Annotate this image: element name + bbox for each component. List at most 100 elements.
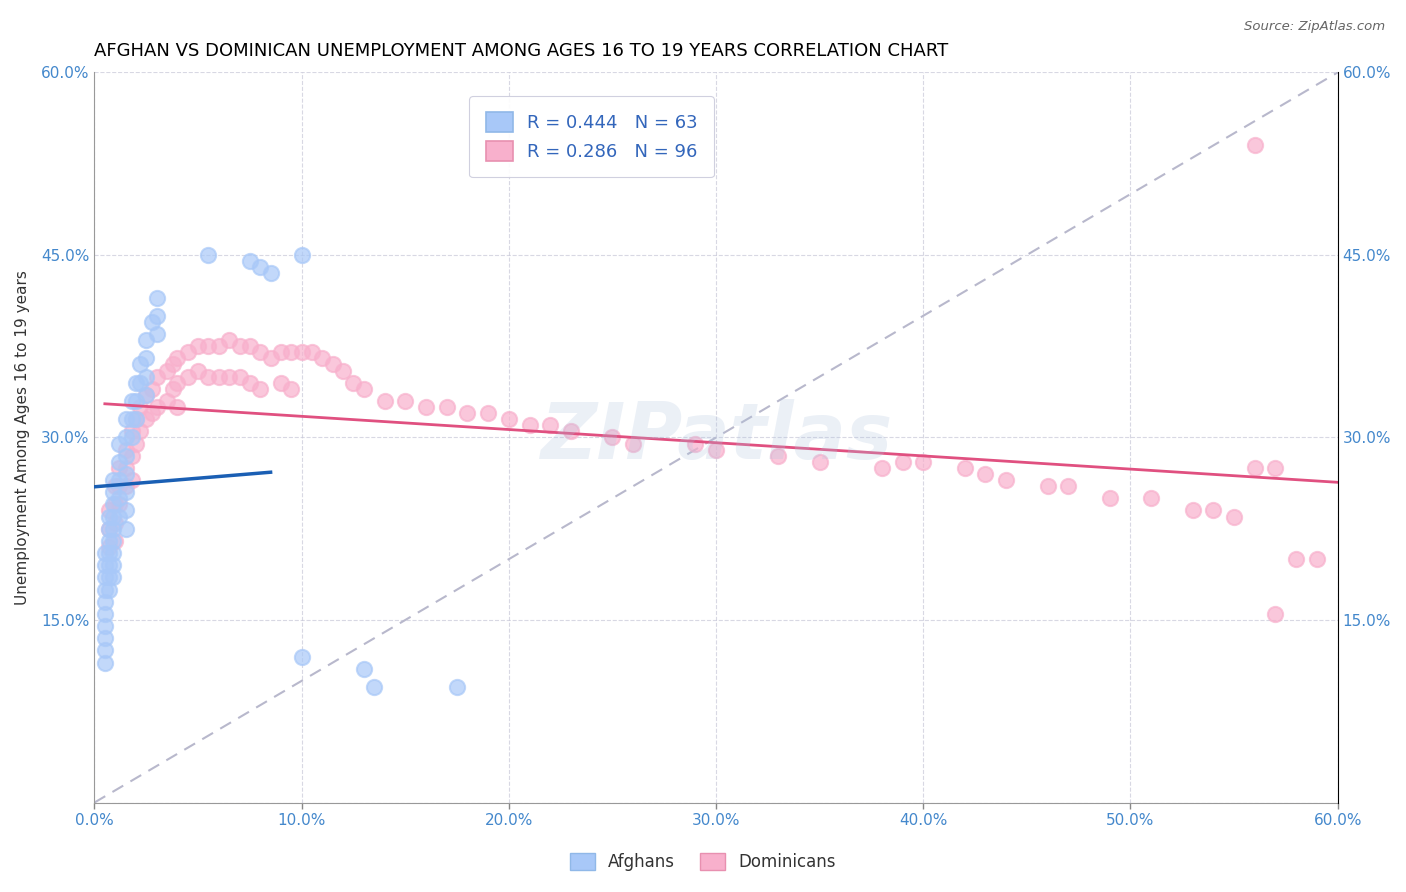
Point (145, 291, 167, 305)
Point (101, 509, 124, 524)
Point (280, 345, 302, 359)
Point (101, 558, 124, 573)
Point (94, 619, 117, 633)
Point (141, 382, 163, 396)
Point (239, 376, 262, 390)
Point (101, 485, 124, 500)
Point (228, 339, 250, 353)
Point (311, 351, 333, 366)
Point (114, 522, 136, 536)
Point (104, 516, 127, 530)
Point (374, 394, 396, 409)
Point (621, 436, 644, 450)
Point (94, 582, 117, 597)
Point (135, 369, 157, 384)
Point (104, 479, 127, 493)
Point (114, 449, 136, 463)
Point (197, 248, 219, 262)
Point (156, 394, 179, 409)
Point (101, 522, 124, 536)
Point (108, 491, 131, 506)
Point (108, 455, 131, 469)
Point (974, 467, 997, 481)
Point (1243, 461, 1265, 475)
Point (145, 309, 167, 323)
Point (125, 412, 148, 426)
Point (98, 509, 121, 524)
Point (162, 358, 184, 372)
Point (446, 680, 468, 694)
Point (322, 358, 344, 372)
Point (135, 412, 157, 426)
Point (121, 425, 143, 439)
Point (98, 582, 121, 597)
Point (1285, 552, 1308, 566)
Point (332, 363, 354, 377)
Point (166, 400, 188, 414)
Point (953, 461, 976, 475)
Point (166, 376, 188, 390)
Point (94, 595, 117, 609)
Point (114, 503, 136, 517)
Point (239, 339, 262, 353)
Point (135, 351, 157, 366)
Point (135, 388, 157, 402)
Point (145, 400, 167, 414)
Point (891, 455, 914, 469)
Point (94, 643, 117, 657)
Point (94, 570, 117, 584)
Point (1140, 491, 1163, 506)
Point (114, 479, 136, 493)
Point (121, 394, 143, 409)
Point (114, 467, 136, 481)
Point (187, 339, 209, 353)
Point (249, 260, 271, 274)
Point (1036, 479, 1059, 493)
Point (94, 558, 117, 573)
Point (259, 351, 281, 366)
Legend: Afghans, Dominicans: Afghans, Dominicans (561, 845, 845, 880)
Point (101, 546, 124, 560)
Point (108, 479, 131, 493)
Point (249, 345, 271, 359)
Point (129, 376, 152, 390)
Point (114, 442, 136, 457)
Point (436, 400, 458, 414)
Point (101, 533, 124, 548)
Point (415, 400, 437, 414)
Point (1306, 552, 1329, 566)
Text: AFGHAN VS DOMINICAN UNEMPLOYMENT AMONG AGES 16 TO 19 YEARS CORRELATION CHART: AFGHAN VS DOMINICAN UNEMPLOYMENT AMONG A… (94, 42, 949, 60)
Point (125, 394, 148, 409)
Point (1223, 509, 1246, 524)
Point (98, 558, 121, 573)
Point (197, 369, 219, 384)
Point (218, 333, 240, 347)
Y-axis label: Unemployment Among Ages 16 to 19 years: Unemployment Among Ages 16 to 19 years (15, 270, 30, 605)
Point (177, 345, 200, 359)
Point (1243, 138, 1265, 153)
Point (197, 339, 219, 353)
Point (101, 497, 124, 511)
Point (129, 358, 152, 372)
Point (187, 363, 209, 377)
Point (602, 430, 624, 444)
Point (249, 382, 271, 396)
Point (135, 333, 157, 347)
Point (121, 412, 143, 426)
Point (239, 254, 262, 268)
Point (162, 382, 184, 396)
Point (301, 345, 323, 359)
Point (477, 406, 499, 420)
Point (280, 382, 302, 396)
Point (394, 394, 416, 409)
Point (129, 425, 152, 439)
Point (208, 339, 231, 353)
Point (808, 455, 831, 469)
Point (145, 369, 167, 384)
Point (108, 497, 131, 511)
Point (704, 442, 727, 457)
Point (94, 546, 117, 560)
Point (108, 461, 131, 475)
Point (121, 473, 143, 487)
Point (353, 382, 375, 396)
